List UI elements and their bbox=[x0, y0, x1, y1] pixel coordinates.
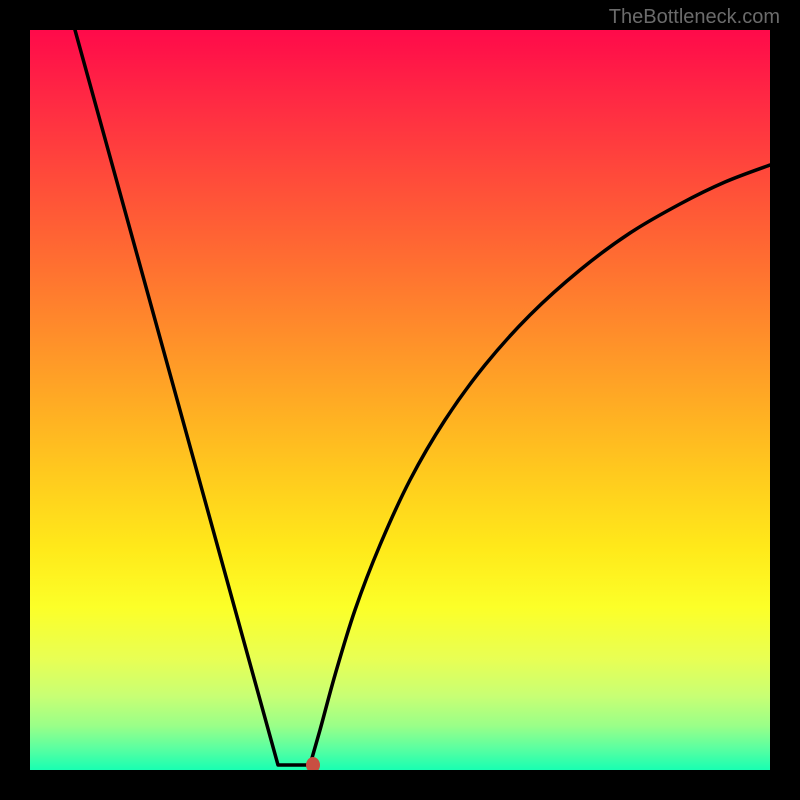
bottleneck-curve bbox=[30, 30, 770, 770]
minimum-marker bbox=[306, 757, 320, 770]
plot-area bbox=[30, 30, 770, 770]
watermark-text: TheBottleneck.com bbox=[609, 6, 780, 29]
